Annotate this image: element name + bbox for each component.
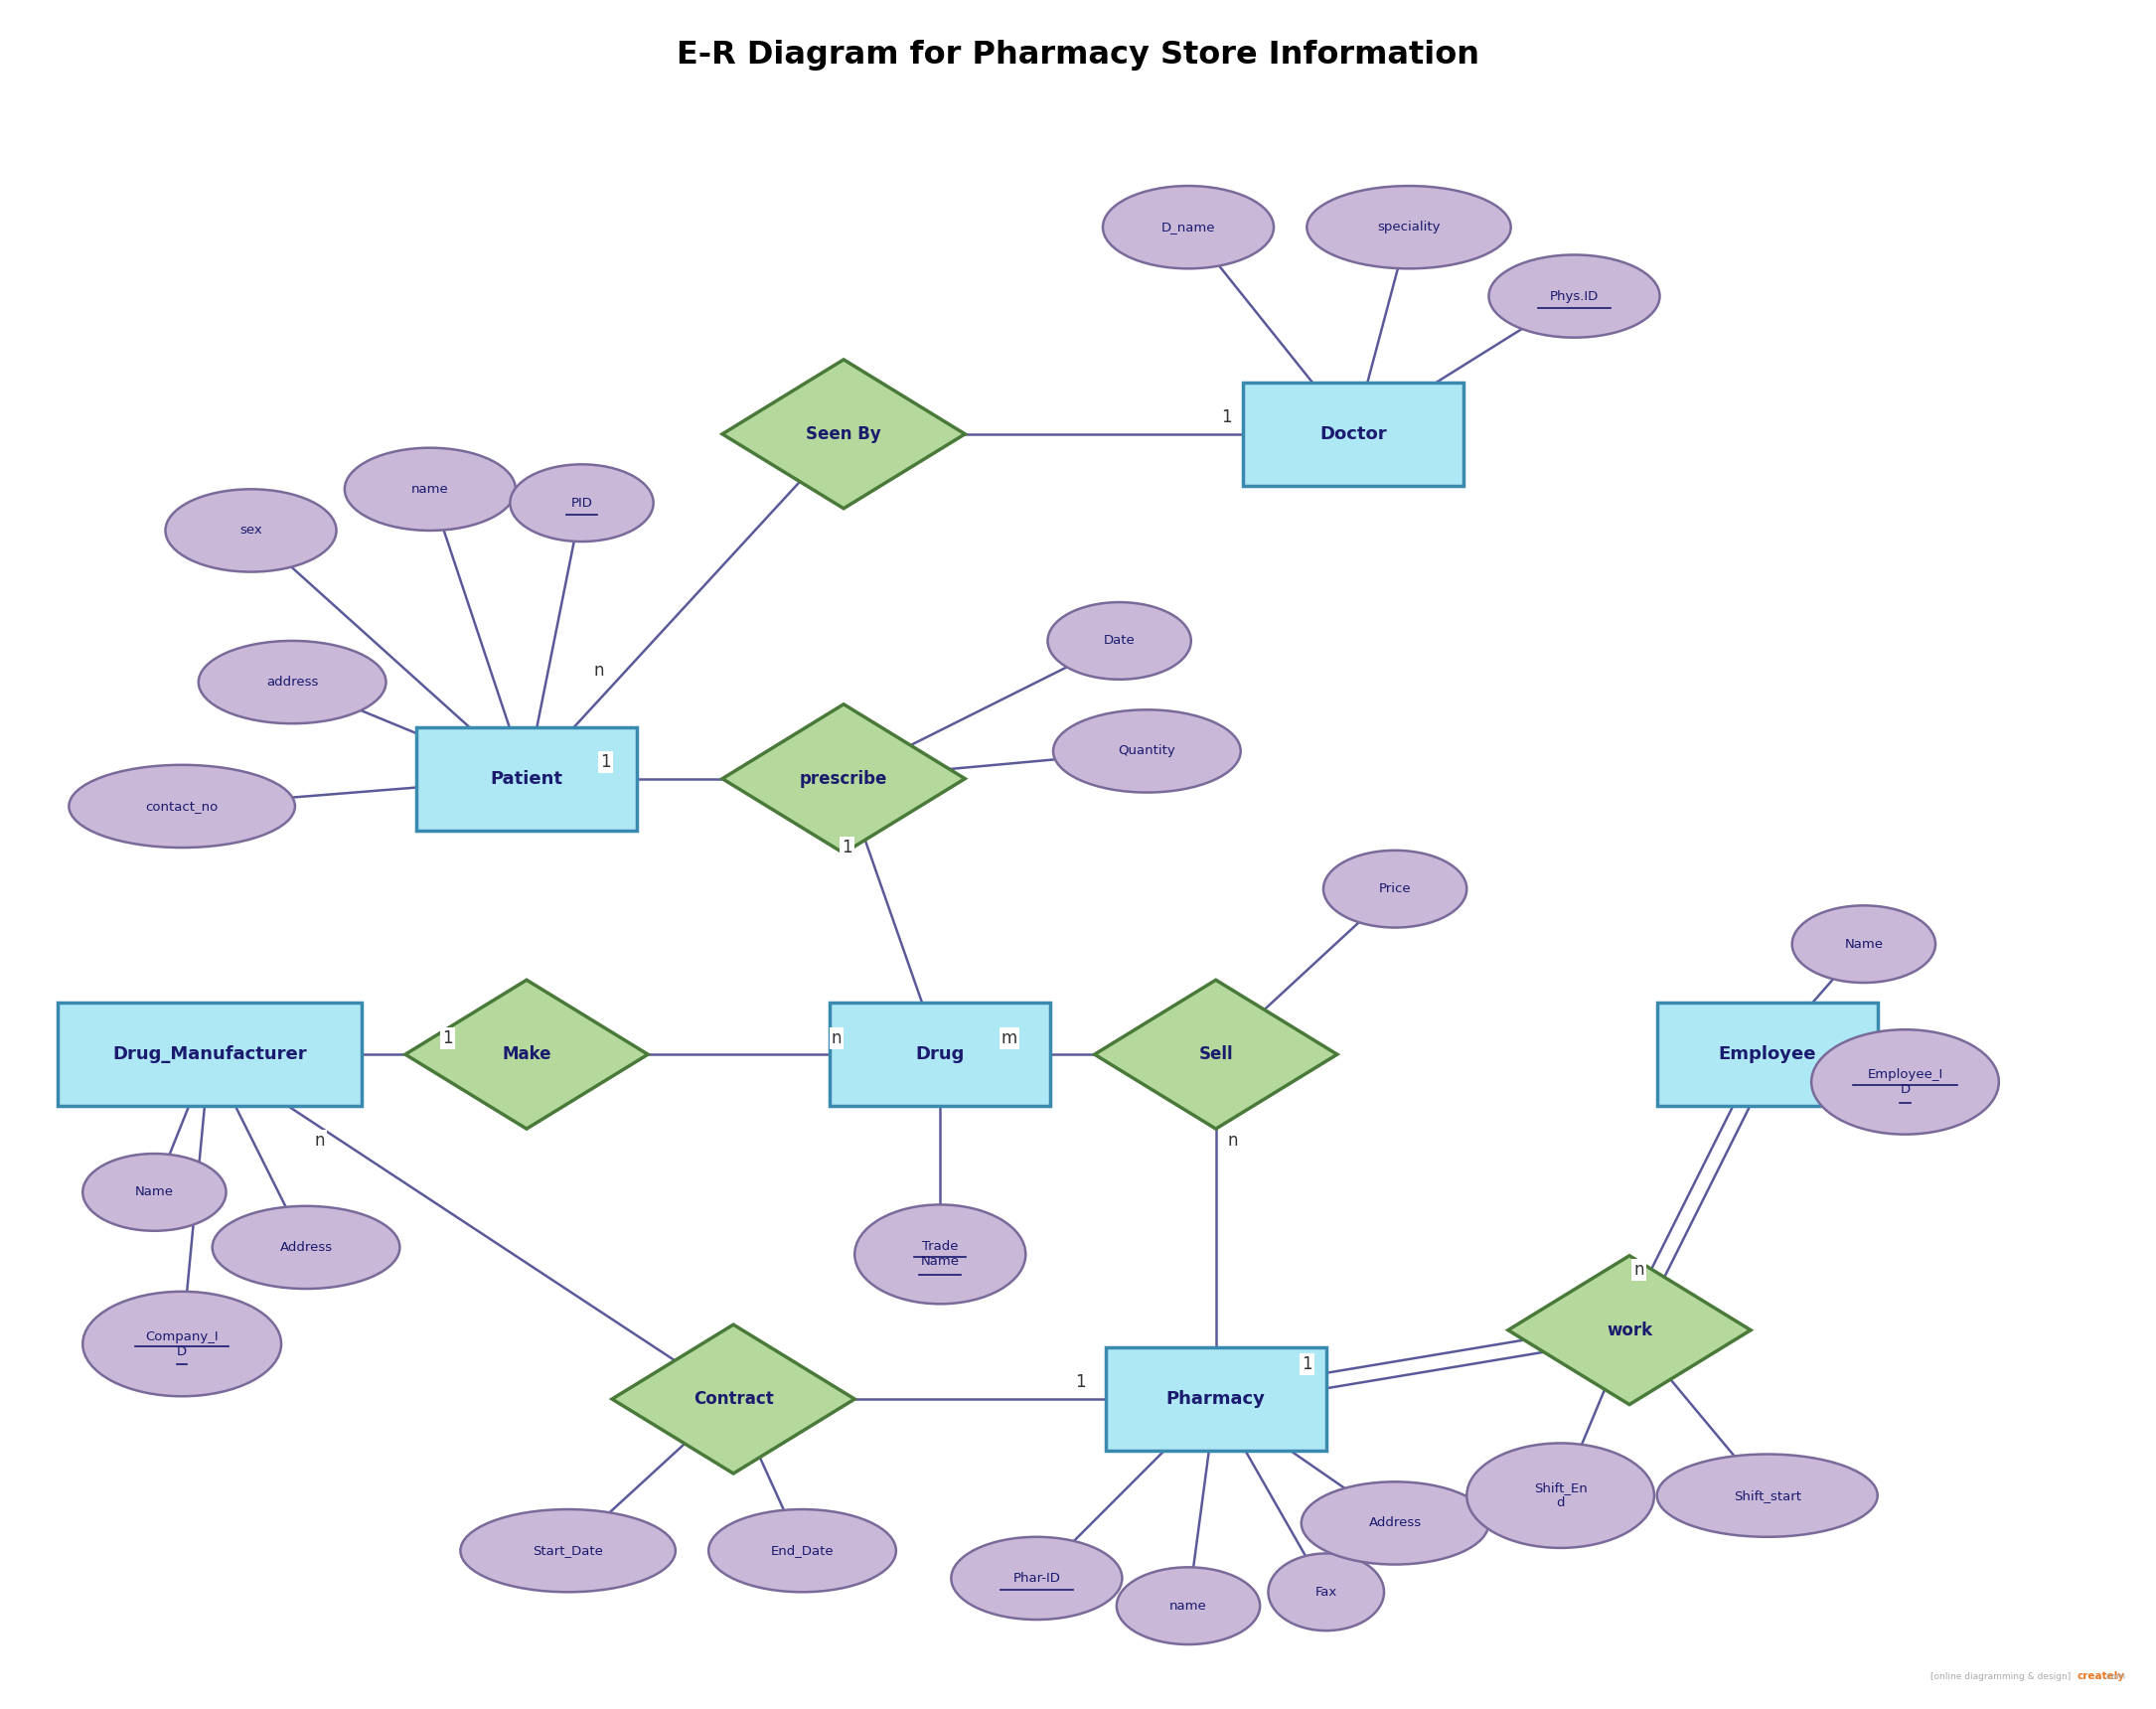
Ellipse shape (709, 1509, 897, 1593)
Text: Phys.ID: Phys.ID (1550, 291, 1600, 302)
Text: Quantity: Quantity (1119, 745, 1175, 757)
Polygon shape (1507, 1256, 1751, 1405)
Text: n: n (1634, 1261, 1645, 1278)
Ellipse shape (69, 766, 295, 848)
Text: 1: 1 (1220, 408, 1231, 427)
Ellipse shape (1117, 1567, 1259, 1644)
FancyBboxPatch shape (830, 1003, 1050, 1106)
Text: .com: .com (2104, 1673, 2126, 1682)
Text: 1: 1 (1076, 1374, 1087, 1391)
Text: Fax: Fax (1315, 1586, 1337, 1598)
Text: Shift_start: Shift_start (1733, 1489, 1800, 1502)
Text: n: n (1227, 1131, 1238, 1150)
Text: m: m (1000, 1029, 1018, 1048)
Text: name: name (1169, 1600, 1207, 1612)
Text: Name: Name (1843, 938, 1882, 950)
Polygon shape (1095, 979, 1337, 1130)
Polygon shape (612, 1324, 854, 1473)
Text: n: n (593, 661, 604, 680)
Ellipse shape (166, 489, 336, 573)
Text: Sell: Sell (1199, 1046, 1233, 1063)
Ellipse shape (1811, 1029, 1999, 1135)
Ellipse shape (511, 465, 653, 542)
Ellipse shape (1048, 602, 1190, 680)
Ellipse shape (198, 641, 386, 723)
Text: Name: Name (136, 1186, 175, 1198)
Text: 1: 1 (602, 754, 610, 771)
Text: 1: 1 (1302, 1355, 1313, 1374)
Text: Company_I
D: Company_I D (144, 1330, 218, 1359)
FancyBboxPatch shape (1244, 383, 1464, 485)
Ellipse shape (1658, 1454, 1878, 1536)
Text: D_name: D_name (1162, 220, 1216, 234)
Text: Seen By: Seen By (806, 426, 882, 443)
Text: Date: Date (1104, 634, 1134, 648)
FancyBboxPatch shape (58, 1003, 362, 1106)
Ellipse shape (854, 1205, 1026, 1304)
Ellipse shape (1466, 1442, 1654, 1548)
Text: Doctor: Doctor (1319, 426, 1386, 443)
Ellipse shape (1268, 1553, 1384, 1630)
Ellipse shape (1307, 186, 1511, 268)
Ellipse shape (951, 1536, 1121, 1620)
Text: E-R Diagram for Pharmacy Store Information: E-R Diagram for Pharmacy Store Informati… (677, 39, 1479, 70)
Text: 1: 1 (841, 839, 852, 856)
Ellipse shape (1792, 906, 1936, 983)
Text: Trade
Name: Trade Name (921, 1241, 959, 1268)
FancyBboxPatch shape (1658, 1003, 1878, 1106)
Ellipse shape (1324, 851, 1466, 928)
Text: creately: creately (2078, 1671, 2126, 1682)
Text: Drug: Drug (916, 1046, 964, 1063)
FancyBboxPatch shape (1106, 1347, 1326, 1451)
Text: 1: 1 (442, 1029, 453, 1048)
Text: Shift_En
d: Shift_En d (1533, 1482, 1587, 1509)
Ellipse shape (1104, 186, 1274, 268)
Text: n: n (315, 1131, 326, 1150)
Ellipse shape (211, 1207, 399, 1289)
Ellipse shape (461, 1509, 675, 1593)
Ellipse shape (1302, 1482, 1490, 1564)
Ellipse shape (345, 448, 515, 530)
Text: work: work (1606, 1321, 1651, 1340)
Text: PID: PID (571, 497, 593, 509)
Text: Address: Address (280, 1241, 332, 1254)
Polygon shape (405, 979, 649, 1130)
Text: Price: Price (1380, 882, 1412, 896)
Polygon shape (722, 704, 966, 853)
Text: End_Date: End_Date (770, 1545, 834, 1557)
Ellipse shape (82, 1154, 226, 1230)
Text: address: address (265, 675, 319, 689)
Text: [online diagramming & design]: [online diagramming & design] (1930, 1673, 2070, 1682)
Text: Employee_I
D: Employee_I D (1867, 1068, 1943, 1095)
Ellipse shape (1490, 255, 1660, 338)
Ellipse shape (1052, 709, 1240, 793)
Text: name: name (412, 482, 448, 496)
Text: speciality: speciality (1378, 220, 1440, 234)
Text: Employee: Employee (1718, 1046, 1815, 1063)
FancyBboxPatch shape (416, 726, 636, 831)
Text: Drug_Manufacturer: Drug_Manufacturer (112, 1046, 306, 1063)
Ellipse shape (82, 1292, 280, 1396)
Polygon shape (722, 359, 966, 509)
Text: n: n (832, 1029, 843, 1048)
Text: prescribe: prescribe (800, 769, 888, 788)
Text: Phar-ID: Phar-ID (1013, 1572, 1061, 1584)
Text: Make: Make (502, 1046, 552, 1063)
Text: Pharmacy: Pharmacy (1166, 1389, 1266, 1408)
Text: Patient: Patient (489, 769, 563, 788)
Text: Contract: Contract (694, 1389, 774, 1408)
Text: sex: sex (239, 525, 263, 537)
Text: Start_Date: Start_Date (533, 1545, 604, 1557)
Text: contact_no: contact_no (147, 800, 218, 813)
Text: Address: Address (1369, 1516, 1421, 1530)
